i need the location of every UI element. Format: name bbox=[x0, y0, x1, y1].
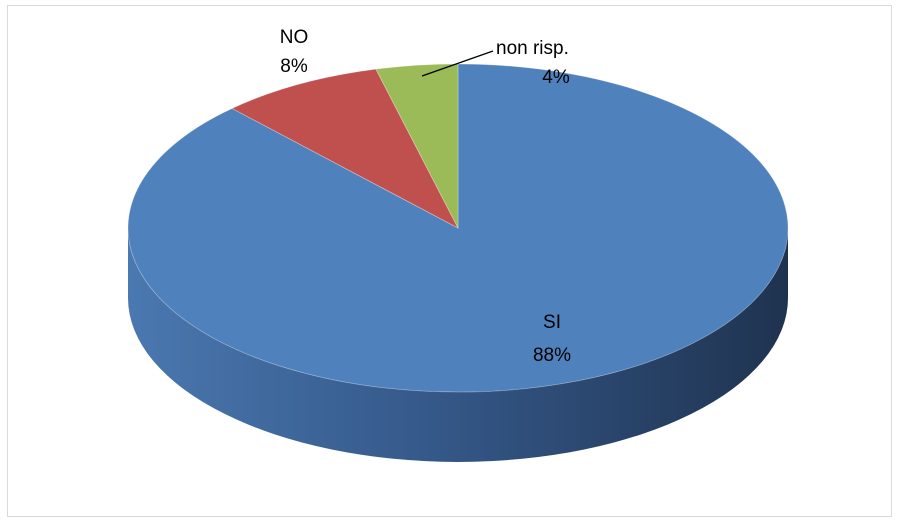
pie-side-wall bbox=[128, 228, 788, 462]
slice-percent-si: 88% bbox=[533, 345, 571, 366]
pie-slice-no bbox=[231, 68, 459, 229]
pie-slice-si bbox=[127, 63, 789, 393]
slice-label-no: NO bbox=[280, 27, 309, 48]
leader-line-non-risp bbox=[421, 50, 494, 77]
slice-label-non-risp: non risp. bbox=[496, 38, 569, 59]
slice-label-si: SI bbox=[543, 312, 561, 333]
slice-percent-non-risp: 4% bbox=[542, 67, 570, 88]
slice-percent-no: 8% bbox=[280, 56, 308, 77]
